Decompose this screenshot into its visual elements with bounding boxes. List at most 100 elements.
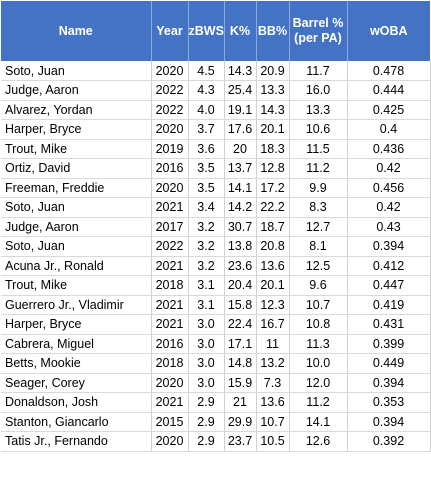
cell-woba[interactable]: 0.478 — [347, 61, 431, 81]
table-row[interactable]: Cabrera, Miguel 2016 3.0 17.1 11 11.3 0.399 — [1, 334, 431, 354]
cell-name[interactable]: Ortiz, David — [1, 158, 152, 179]
cell-bb-pct[interactable]: 14.3 — [256, 100, 290, 120]
table-row[interactable]: Betts, Mookie 2018 3.0 14.8 13.2 10.0 0.449 — [1, 353, 431, 374]
table-row[interactable]: Harper, Bryce 2020 3.7 17.6 20.1 10.6 0.4 — [1, 119, 431, 140]
cell-k-pct[interactable]: 25.4 — [224, 80, 257, 101]
cell-zbws[interactable]: 4.0 — [188, 100, 225, 120]
cell-year[interactable]: 2020 — [151, 373, 189, 393]
cell-barrel-pct[interactable]: 10.8 — [289, 314, 348, 335]
cell-year[interactable]: 2021 — [151, 392, 189, 413]
cell-woba[interactable]: 0.444 — [347, 80, 431, 101]
cell-bb-pct[interactable]: 12.8 — [256, 158, 290, 179]
cell-k-pct[interactable]: 14.1 — [224, 178, 257, 198]
cell-woba[interactable]: 0.419 — [347, 295, 431, 315]
cell-zbws[interactable]: 3.0 — [188, 314, 225, 335]
cell-zbws[interactable]: 3.5 — [188, 178, 225, 198]
cell-barrel-pct[interactable]: 11.3 — [289, 334, 348, 354]
table-row[interactable]: Freeman, Freddie 2020 3.5 14.1 17.2 9.9 0.456 — [1, 178, 431, 198]
cell-woba[interactable]: 0.394 — [347, 412, 431, 432]
cell-year[interactable]: 2021 — [151, 295, 189, 315]
cell-barrel-pct[interactable]: 10.0 — [289, 353, 348, 374]
cell-k-pct[interactable]: 17.6 — [224, 119, 257, 140]
cell-k-pct[interactable]: 14.3 — [224, 61, 257, 81]
cell-name[interactable]: Cabrera, Miguel — [1, 334, 152, 354]
cell-woba[interactable]: 0.436 — [347, 139, 431, 159]
cell-name[interactable]: Stanton, Giancarlo — [1, 412, 152, 432]
cell-barrel-pct[interactable]: 11.7 — [289, 61, 348, 81]
table-row[interactable]: Soto, Juan 2022 3.2 13.8 20.8 8.1 0.394 — [1, 236, 431, 257]
cell-zbws[interactable]: 3.2 — [188, 256, 225, 276]
cell-bb-pct[interactable]: 10.5 — [256, 431, 290, 452]
cell-barrel-pct[interactable]: 10.6 — [289, 119, 348, 140]
cell-barrel-pct[interactable]: 11.5 — [289, 139, 348, 159]
cell-k-pct[interactable]: 21 — [224, 392, 257, 413]
cell-name[interactable]: Harper, Bryce — [1, 119, 152, 140]
cell-woba[interactable]: 0.43 — [347, 217, 431, 237]
cell-year[interactable]: 2021 — [151, 256, 189, 276]
table-row[interactable]: Soto, Juan 2020 4.5 14.3 20.9 11.7 0.478 — [1, 61, 431, 81]
cell-k-pct[interactable]: 23.6 — [224, 256, 257, 276]
cell-woba[interactable]: 0.412 — [347, 256, 431, 276]
cell-year[interactable]: 2016 — [151, 334, 189, 354]
cell-name[interactable]: Judge, Aaron — [1, 80, 152, 101]
cell-year[interactable]: 2022 — [151, 80, 189, 101]
table-row[interactable]: Acuna Jr., Ronald 2021 3.2 23.6 13.6 12.5 0.41… — [1, 256, 431, 276]
cell-name[interactable]: Alvarez, Yordan — [1, 100, 152, 120]
cell-year[interactable]: 2018 — [151, 353, 189, 374]
cell-barrel-pct[interactable]: 8.1 — [289, 236, 348, 257]
cell-barrel-pct[interactable]: 9.9 — [289, 178, 348, 198]
cell-woba[interactable]: 0.399 — [347, 334, 431, 354]
cell-zbws[interactable]: 4.3 — [188, 80, 225, 101]
cell-bb-pct[interactable]: 22.2 — [256, 197, 290, 218]
header-woba[interactable]: wOBA — [347, 1, 430, 61]
cell-barrel-pct[interactable]: 16.0 — [289, 80, 348, 101]
table-row[interactable]: Seager, Corey 2020 3.0 15.9 7.3 12.0 0.394 — [1, 373, 431, 393]
cell-k-pct[interactable]: 23.7 — [224, 431, 257, 452]
cell-bb-pct[interactable]: 18.7 — [256, 217, 290, 237]
cell-year[interactable]: 2020 — [151, 61, 189, 81]
cell-year[interactable]: 2021 — [151, 314, 189, 335]
header-bb-pct[interactable]: BB% — [256, 1, 290, 61]
cell-woba[interactable]: 0.431 — [347, 314, 431, 335]
cell-k-pct[interactable]: 19.1 — [224, 100, 257, 120]
cell-k-pct[interactable]: 17.1 — [224, 334, 257, 354]
cell-woba[interactable]: 0.447 — [347, 275, 431, 296]
cell-bb-pct[interactable]: 20.1 — [256, 119, 290, 140]
cell-bb-pct[interactable]: 13.2 — [256, 353, 290, 374]
cell-k-pct[interactable]: 29.9 — [224, 412, 257, 432]
cell-name[interactable]: Freeman, Freddie — [1, 178, 152, 198]
cell-barrel-pct[interactable]: 12.5 — [289, 256, 348, 276]
cell-year[interactable]: 2020 — [151, 119, 189, 140]
cell-year[interactable]: 2020 — [151, 431, 189, 452]
header-barrel-pct[interactable]: Barrel % (per PA) — [289, 1, 348, 61]
header-name[interactable]: Name — [1, 1, 152, 61]
cell-k-pct[interactable]: 30.7 — [224, 217, 257, 237]
cell-k-pct[interactable]: 14.2 — [224, 197, 257, 218]
cell-zbws[interactable]: 3.4 — [188, 197, 225, 218]
cell-zbws[interactable]: 3.7 — [188, 119, 225, 140]
cell-zbws[interactable]: 3.5 — [188, 158, 225, 179]
cell-bb-pct[interactable]: 13.6 — [256, 256, 290, 276]
cell-woba[interactable]: 0.394 — [347, 373, 431, 393]
cell-year[interactable]: 2022 — [151, 100, 189, 120]
cell-k-pct[interactable]: 14.8 — [224, 353, 257, 374]
cell-name[interactable]: Judge, Aaron — [1, 217, 152, 237]
cell-zbws[interactable]: 3.0 — [188, 353, 225, 374]
cell-woba[interactable]: 0.353 — [347, 392, 431, 413]
cell-barrel-pct[interactable]: 10.7 — [289, 295, 348, 315]
cell-barrel-pct[interactable]: 14.1 — [289, 412, 348, 432]
cell-zbws[interactable]: 3.1 — [188, 295, 225, 315]
header-k-pct[interactable]: K% — [224, 1, 257, 61]
cell-woba[interactable]: 0.425 — [347, 100, 431, 120]
cell-barrel-pct[interactable]: 11.2 — [289, 158, 348, 179]
cell-name[interactable]: Harper, Bryce — [1, 314, 152, 335]
cell-zbws[interactable]: 3.2 — [188, 217, 225, 237]
table-row[interactable]: Judge, Aaron 2017 3.2 30.7 18.7 12.7 0.43 — [1, 217, 431, 237]
cell-k-pct[interactable]: 13.8 — [224, 236, 257, 257]
cell-bb-pct[interactable]: 18.3 — [256, 139, 290, 159]
cell-woba[interactable]: 0.394 — [347, 236, 431, 257]
cell-zbws[interactable]: 3.0 — [188, 334, 225, 354]
cell-bb-pct[interactable]: 20.1 — [256, 275, 290, 296]
cell-barrel-pct[interactable]: 8.3 — [289, 197, 348, 218]
cell-year[interactable]: 2018 — [151, 275, 189, 296]
